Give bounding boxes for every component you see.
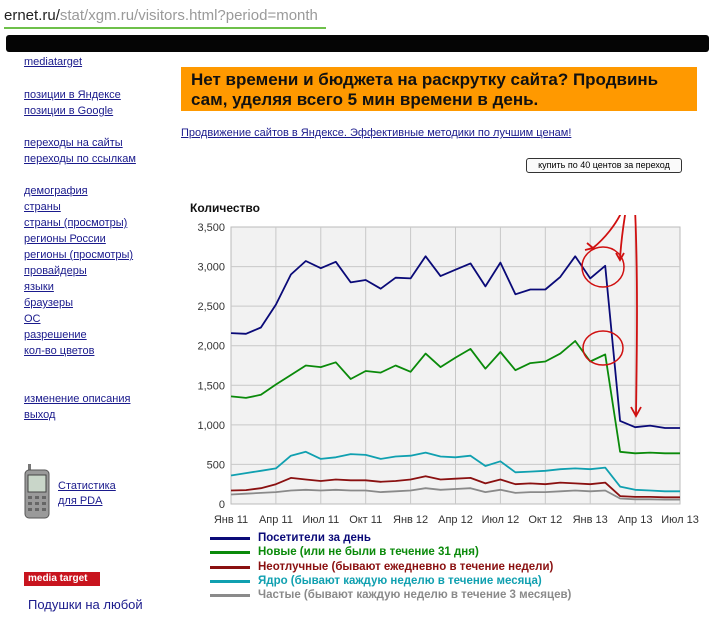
- y-tick-label: 1,500: [197, 380, 225, 392]
- sidebar-item-os[interactable]: ОС: [24, 313, 41, 325]
- x-tick-label: Окт 11: [349, 514, 382, 526]
- sidebar-item-languages[interactable]: языки: [24, 281, 54, 293]
- x-tick-label: Окт 12: [528, 514, 562, 526]
- sidebar-item-colors[interactable]: кол-во цветов: [24, 345, 95, 357]
- x-tick-label: Апр 13: [618, 514, 653, 526]
- sidebar-item-countries-views[interactable]: страны (просмотры): [24, 217, 128, 229]
- sidebar-item-providers[interactable]: провайдеры: [24, 265, 87, 277]
- chart-ylabel: Количество: [190, 201, 260, 215]
- sidebar-item-logout[interactable]: выход: [24, 409, 56, 421]
- legend-entry-frequent: Частые (бывают каждую неделю в течение 3…: [210, 588, 571, 602]
- x-tick-label: Апр 12: [438, 514, 473, 526]
- sidebar-item-demography[interactable]: демография: [24, 185, 88, 197]
- legend-entry-new: Новые (или не были в течение 31 дня): [210, 545, 571, 559]
- legend-label: Частые (бывают каждую неделю в течение 3…: [258, 589, 572, 602]
- y-tick-label: 2,500: [197, 301, 225, 313]
- address-bar[interactable]: ernet.ru/stat/xgm.ru/visitors.html?perio…: [0, 0, 709, 32]
- legend-label: Неотлучные (бывают ежедневно в течение н…: [258, 560, 554, 573]
- series-line-0: [230, 255, 680, 429]
- pda-link-line2: для PDA: [58, 495, 103, 507]
- sidebar-item-google-positions[interactable]: позиции в Google: [24, 105, 114, 117]
- legend-entry-constant: Неотлучные (бывают ежедневно в течение н…: [210, 560, 571, 574]
- x-tick-label: Июл 11: [302, 514, 339, 526]
- x-tick-label: Июл 13: [661, 514, 699, 526]
- legend-swatch: [210, 579, 250, 583]
- legend-label: Посетители за день: [258, 532, 371, 544]
- y-tick-label: 1,000: [197, 420, 225, 432]
- y-tick-label: 3,500: [197, 222, 225, 234]
- sidebar-item-yandex-positions[interactable]: позиции в Яндексе: [24, 89, 121, 101]
- sidebar-item-edit-description[interactable]: изменение описания: [24, 393, 131, 405]
- y-tick-label: 500: [207, 459, 225, 471]
- annotation-arrow-head: [615, 252, 625, 262]
- sidebar-item-mediatarget[interactable]: mediatarget: [24, 56, 83, 68]
- visitors-chart: 3,500 3,000 2,500 2,000 1,500 1,000 500 0 Янв 11…: [197, 215, 699, 526]
- sidebar-item-browsers[interactable]: браузеры: [24, 297, 73, 309]
- annotation-arrow-head: [584, 242, 595, 251]
- url-path: stat/xgm.ru/visitors.html?period=month: [59, 7, 318, 24]
- annotation-arrow: [592, 215, 622, 249]
- legend-label: Ядро (бывают каждую неделю в течение мес…: [258, 574, 542, 587]
- annotation-arrow: [619, 215, 626, 260]
- sidebar-item-countries[interactable]: страны: [24, 201, 61, 213]
- legend-swatch: [210, 565, 250, 569]
- sidebar-item-site-transitions[interactable]: переходы на сайты: [24, 137, 123, 149]
- sidebar-item-regions-views[interactable]: регионы (просмотры): [24, 249, 134, 261]
- y-tick-label: 3,000: [197, 262, 225, 274]
- chart-legend: Посетители за день Новые (или не были в …: [210, 531, 571, 602]
- series-line-3: [230, 450, 680, 493]
- sidebar-item-link-transitions[interactable]: переходы по ссылкам: [24, 153, 136, 165]
- promo-banner[interactable]: Нет времени и бюджета на раскрутку сайта…: [181, 67, 697, 111]
- url-underline: [4, 27, 326, 29]
- redacted-bar: [6, 35, 709, 52]
- ad-link-pillows[interactable]: Подушки на любой: [28, 597, 143, 612]
- annotation-circle: [581, 246, 625, 288]
- pda-link-line1: Статистика: [58, 480, 116, 492]
- series-line-2: [230, 475, 680, 499]
- series-line-4: [230, 487, 680, 501]
- mediatarget-logo[interactable]: media target: [24, 572, 100, 586]
- legend-swatch: [210, 551, 250, 555]
- x-tick-label: Апр 11: [259, 514, 293, 526]
- x-tick-label: Янв 13: [573, 514, 608, 526]
- annotation-circle: [582, 330, 624, 366]
- y-tick-label: 2,000: [197, 341, 225, 353]
- annotation-arrow: [634, 215, 638, 416]
- legend-swatch: [210, 594, 250, 598]
- sidebar-item-russia-regions[interactable]: регионы России: [24, 233, 106, 245]
- annotation-arrow-head: [630, 406, 642, 418]
- x-tick-label: Янв 12: [393, 514, 428, 526]
- legend-swatch: [210, 537, 250, 540]
- promo-link[interactable]: Продвижение сайтов в Яндексе. Эффективны…: [181, 127, 572, 139]
- buy-button[interactable]: купить по 40 центов за переход: [526, 158, 682, 173]
- pda-stats-link[interactable]: Статистика для PDA: [58, 479, 116, 509]
- url-domain: ernet.ru/: [4, 7, 60, 24]
- legend-entry-visitors: Посетители за день: [210, 531, 571, 545]
- plot-area: 3,500 3,000 2,500 2,000 1,500 1,000 500 0 Янв 11…: [197, 215, 699, 526]
- pda-phone-icon[interactable]: [24, 464, 50, 519]
- url-text[interactable]: ernet.ru/stat/xgm.ru/visitors.html?perio…: [4, 7, 318, 24]
- series-line-1: [230, 340, 680, 455]
- y-tick-label: 0: [219, 499, 225, 511]
- x-tick-label: Июл 12: [482, 514, 520, 526]
- x-tick-label: Янв 11: [214, 514, 248, 526]
- sidebar-item-resolution[interactable]: разрешение: [24, 329, 87, 341]
- legend-label: Новые (или не были в течение 31 дня): [258, 546, 479, 559]
- legend-entry-core: Ядро (бывают каждую неделю в течение мес…: [210, 574, 571, 588]
